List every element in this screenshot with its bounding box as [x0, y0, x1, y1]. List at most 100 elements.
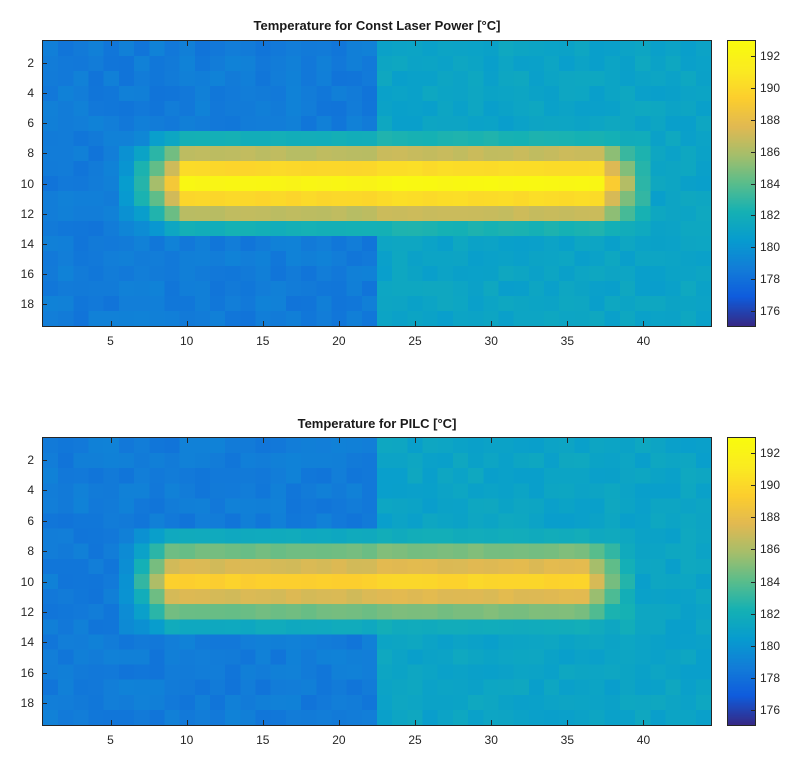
colorbar-tick-label: 186 [760, 144, 781, 159]
y-tick-mark [42, 274, 47, 276]
x-tick-label: 35 [560, 334, 575, 348]
x-tick-mark [338, 720, 340, 725]
colorbar-tick-label: 178 [760, 670, 781, 685]
colorbar-tick-mark [751, 709, 756, 711]
colorbar-tick-label: 190 [760, 80, 781, 95]
x-tick-mark [338, 41, 340, 46]
x-tick-label: 20 [332, 334, 346, 348]
y-tick-label: 6 [27, 116, 34, 131]
colorbar-tick-mark [751, 151, 756, 153]
colorbar-tick-mark [751, 183, 756, 185]
y-tick-mark [42, 304, 47, 306]
x-tick-mark [186, 41, 188, 46]
y-tick-mark [42, 213, 47, 215]
colorbar-tick-mark [751, 549, 756, 551]
colorbar-canvas [728, 41, 755, 326]
colorbar-tick-label: 180 [760, 240, 781, 255]
y-tick-mark [42, 490, 47, 492]
x-tick-mark [262, 41, 264, 46]
colorbar-tick-label: 188 [760, 112, 781, 127]
y-tick-label: 4 [27, 483, 34, 498]
y-tick-label: 4 [27, 85, 34, 100]
x-tick-mark [643, 720, 645, 725]
colorbar-tick-label: 176 [760, 702, 781, 717]
y-tick-mark [42, 243, 47, 245]
y-tick-label: 6 [27, 513, 34, 528]
y-tick-label: 10 [20, 574, 34, 589]
y-tick-mark [42, 520, 47, 522]
y-tick-label: 8 [27, 146, 34, 161]
colorbar-tick-mark [751, 215, 756, 217]
x-tick-mark [643, 41, 645, 46]
colorbar-tick-label: 186 [760, 542, 781, 557]
top-heatmap-panel: Temperature for Const Laser Power [°C] 2… [0, 0, 796, 380]
x-tick-mark [110, 720, 112, 725]
colorbar-tick-mark [751, 279, 756, 281]
x-tick-label: 5 [107, 334, 114, 348]
x-tick-label: 25 [408, 334, 422, 348]
colorbar-tick-mark [751, 453, 756, 455]
colorbar-tick-label: 188 [760, 510, 781, 525]
x-tick-label: 15 [256, 733, 270, 747]
heatmap-axes [42, 40, 712, 327]
x-tick-mark [567, 438, 569, 443]
colorbar-tick-mark [751, 613, 756, 615]
x-tick-mark [262, 720, 264, 725]
x-tick-mark [186, 438, 188, 443]
x-tick-label: 35 [560, 733, 575, 747]
x-tick-mark [186, 321, 188, 326]
colorbar-tick-mark [751, 119, 756, 121]
y-tick-label: 14 [20, 236, 34, 251]
colorbar-tick-mark [751, 645, 756, 647]
y-tick-mark [42, 153, 47, 155]
y-tick-label: 16 [20, 267, 34, 282]
y-tick-label: 2 [27, 452, 34, 467]
x-tick-mark [338, 438, 340, 443]
y-tick-label: 10 [20, 176, 34, 191]
colorbar-tick-label: 180 [760, 638, 781, 653]
y-tick-mark [42, 672, 47, 674]
x-tick-mark [567, 321, 569, 326]
x-tick-mark [262, 438, 264, 443]
colorbar-tick-label: 184 [760, 176, 781, 191]
y-tick-label: 18 [20, 696, 34, 711]
y-tick-label: 12 [20, 206, 34, 221]
x-tick-mark [415, 720, 417, 725]
colorbar-tick-mark [751, 485, 756, 487]
colorbar-tick-label: 178 [760, 272, 781, 287]
x-tick-mark [491, 321, 493, 326]
x-tick-mark [415, 321, 417, 326]
x-tick-mark [415, 438, 417, 443]
x-tick-mark [110, 41, 112, 46]
x-tick-mark [262, 321, 264, 326]
colorbar-tick-mark [751, 87, 756, 89]
y-tick-label: 14 [20, 635, 34, 650]
heatmap-canvas [43, 438, 711, 725]
chart-title: Temperature for Const Laser Power [°C] [253, 18, 501, 33]
x-tick-label: 30 [484, 733, 498, 747]
x-tick-mark [110, 438, 112, 443]
colorbar-tick-mark [751, 517, 756, 519]
colorbar-tick-label: 182 [760, 208, 781, 223]
x-tick-label: 25 [408, 733, 422, 747]
x-tick-mark [643, 438, 645, 443]
y-tick-mark [42, 92, 47, 94]
y-tick-mark [42, 581, 47, 583]
y-tick-label: 2 [27, 55, 34, 70]
y-tick-mark [42, 642, 47, 644]
colorbar-canvas [728, 438, 755, 725]
colorbar-tick-mark [751, 581, 756, 583]
x-tick-mark [415, 41, 417, 46]
colorbar-tick-label: 192 [760, 48, 781, 63]
y-tick-label: 12 [20, 604, 34, 619]
x-tick-label: 10 [179, 334, 194, 348]
x-tick-mark [491, 41, 493, 46]
y-tick-mark [42, 551, 47, 553]
colorbar-tick-label: 184 [760, 574, 781, 589]
x-tick-label: 20 [332, 733, 346, 747]
x-tick-label: 30 [484, 334, 498, 348]
y-tick-mark [42, 459, 47, 461]
y-tick-label: 16 [20, 665, 34, 680]
colorbar-tick-mark [751, 311, 756, 313]
